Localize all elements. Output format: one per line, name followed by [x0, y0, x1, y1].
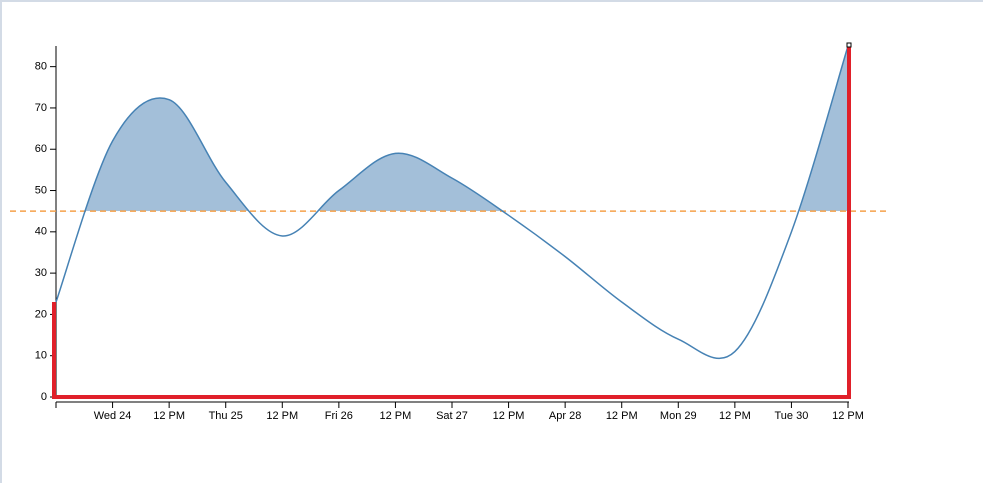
- line: [55, 45, 849, 359]
- y-tick-label: 80: [35, 61, 47, 73]
- x-tick-label: Tue 30: [775, 410, 809, 422]
- x-tick-label: Wed 24: [94, 410, 132, 422]
- x-tick-label: 12 PM: [493, 410, 525, 422]
- y-tick-label: 60: [35, 143, 47, 155]
- x-tick-label: Thu 25: [209, 410, 243, 422]
- highlight: [52, 46, 851, 399]
- x-tick-label: Sat 27: [436, 410, 468, 422]
- x-tick-label: 12 PM: [380, 410, 412, 422]
- end-handle: [846, 42, 852, 48]
- threshold-area: [56, 46, 848, 212]
- x-tick-label: 12 PM: [719, 410, 751, 422]
- x-tick-label: Apr 28: [549, 410, 581, 422]
- x-tick-label: 12 PM: [832, 410, 864, 422]
- y-tick-label: 30: [35, 267, 47, 279]
- x-tick-label: 12 PM: [266, 410, 298, 422]
- y-tick-label: 10: [35, 350, 47, 362]
- y-tick-label: 20: [35, 308, 47, 320]
- x-tick-label: Fri 26: [325, 410, 353, 422]
- y-tick-label: 50: [35, 184, 47, 196]
- x-tick-label: 12 PM: [606, 410, 638, 422]
- y-tick-label: 0: [41, 391, 47, 403]
- y-tick-label: 40: [35, 226, 47, 238]
- y-tick-label: 70: [35, 102, 47, 114]
- x-tick-label: Mon 29: [660, 410, 697, 422]
- x-tick-label: 12 PM: [153, 410, 185, 422]
